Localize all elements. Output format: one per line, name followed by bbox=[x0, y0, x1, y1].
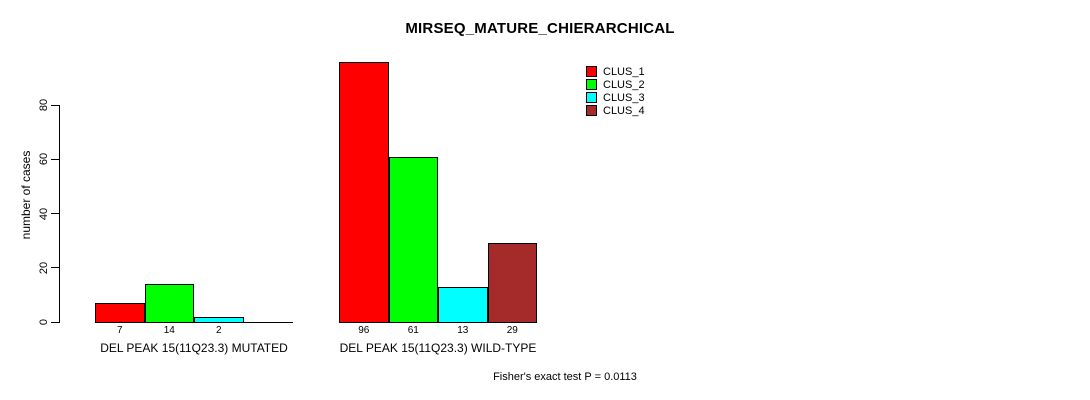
y-tick-mark bbox=[51, 213, 59, 214]
bar-value-label: 14 bbox=[163, 325, 175, 336]
legend-entry-clus_2: CLUS_2 bbox=[586, 78, 645, 91]
y-tick-label: 20 bbox=[38, 261, 50, 274]
y-tick-mark bbox=[51, 321, 59, 323]
legend-swatch-clus_2 bbox=[586, 79, 597, 90]
legend-label: CLUS_1 bbox=[603, 65, 645, 78]
legend: CLUS_1 CLUS_2 CLUS_3 CLUS_4 bbox=[586, 65, 645, 117]
y-tick-mark bbox=[51, 104, 59, 106]
legend-label: CLUS_3 bbox=[603, 91, 645, 104]
bar-value-label: 13 bbox=[457, 325, 469, 336]
legend-swatch-clus_1 bbox=[586, 66, 597, 77]
bar-clus_3 bbox=[438, 286, 488, 323]
chart-title: MIRSEQ_MATURE_CHIERARCHICAL bbox=[405, 20, 675, 37]
bar-value-label: 2 bbox=[215, 325, 222, 336]
y-tick-label: 40 bbox=[38, 207, 50, 220]
fisher-test-annotation: Fisher's exact test P = 0.0113 bbox=[493, 371, 637, 383]
y-tick-label: 0 bbox=[38, 318, 50, 326]
bar-clus_4 bbox=[487, 243, 537, 323]
bar-value-label: 96 bbox=[358, 325, 370, 336]
y-axis-label: number of cases bbox=[19, 150, 33, 240]
bar-clus_1 bbox=[339, 61, 389, 323]
legend-entry-clus_4: CLUS_4 bbox=[586, 104, 645, 117]
legend-label: CLUS_2 bbox=[603, 78, 645, 91]
bar-value-label: 29 bbox=[506, 325, 518, 336]
bar-clus_1 bbox=[95, 303, 145, 323]
bar-clus_2 bbox=[388, 156, 438, 323]
bar-clus_3 bbox=[194, 316, 244, 323]
y-tick-label: 60 bbox=[38, 153, 50, 166]
y-axis-line bbox=[59, 105, 60, 323]
y-tick-mark bbox=[51, 267, 59, 269]
legend-swatch-clus_3 bbox=[586, 92, 597, 103]
y-tick-label: 80 bbox=[38, 98, 50, 112]
group-label: DEL PEAK 15(11Q23.3) MUTATED bbox=[100, 341, 288, 355]
legend-entry-clus_3: CLUS_3 bbox=[586, 91, 645, 104]
bar-value-label: 61 bbox=[407, 325, 419, 336]
legend-entry-clus_1: CLUS_1 bbox=[586, 65, 645, 78]
group-label: DEL PEAK 15(11Q23.3) WILD-TYPE bbox=[339, 341, 537, 355]
legend-label: CLUS_4 bbox=[603, 104, 645, 117]
bar-clus_2 bbox=[144, 284, 194, 323]
legend-swatch-clus_4 bbox=[586, 105, 597, 116]
bar-value-label: 7 bbox=[116, 325, 123, 336]
y-tick-mark bbox=[51, 158, 59, 160]
